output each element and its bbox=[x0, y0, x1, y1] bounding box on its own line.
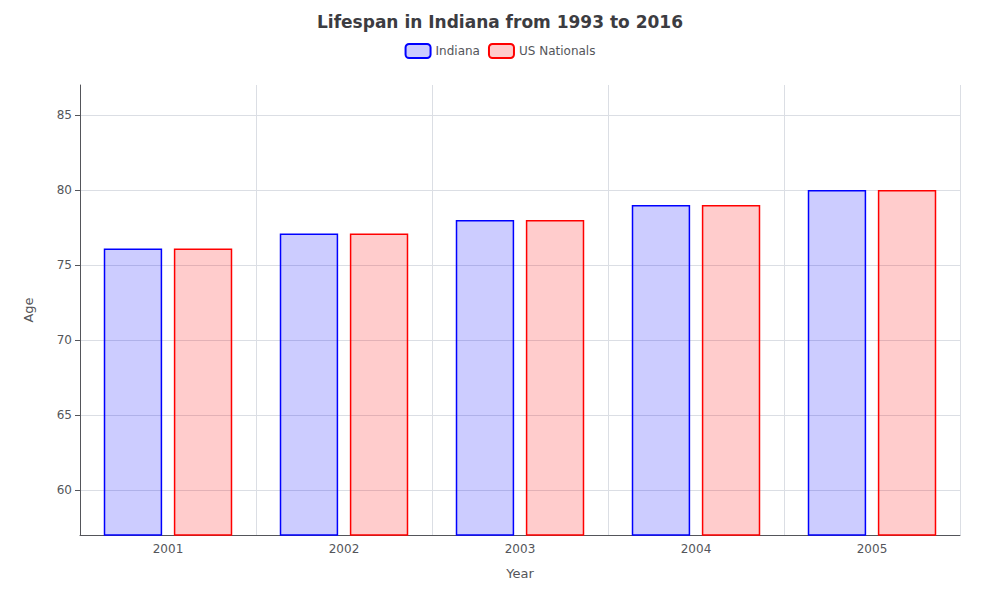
svg-text:Age: Age bbox=[21, 297, 36, 322]
svg-text:60: 60 bbox=[57, 483, 72, 497]
svg-text:Lifespan in Indiana from 1993: Lifespan in Indiana from 1993 to 2016 bbox=[317, 12, 683, 32]
svg-text:2005: 2005 bbox=[857, 542, 888, 556]
svg-text:2004: 2004 bbox=[681, 542, 712, 556]
svg-text:Year: Year bbox=[505, 566, 534, 581]
svg-text:2003: 2003 bbox=[505, 542, 536, 556]
svg-text:2002: 2002 bbox=[329, 542, 360, 556]
svg-text:US Nationals: US Nationals bbox=[519, 44, 595, 58]
svg-text:2001: 2001 bbox=[153, 542, 184, 556]
svg-text:Indiana: Indiana bbox=[436, 44, 480, 58]
svg-text:70: 70 bbox=[57, 333, 72, 347]
svg-text:65: 65 bbox=[57, 408, 72, 422]
svg-text:80: 80 bbox=[57, 183, 72, 197]
svg-text:85: 85 bbox=[57, 108, 72, 122]
svg-text:75: 75 bbox=[57, 258, 72, 272]
